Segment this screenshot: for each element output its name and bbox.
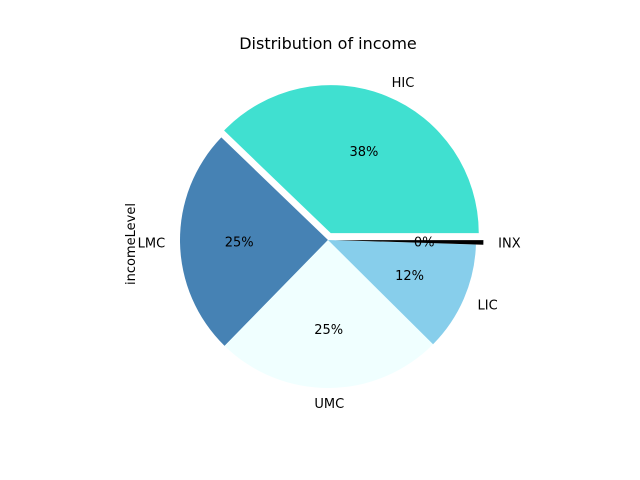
pie-slice-lic xyxy=(328,240,476,345)
pie-slices xyxy=(179,85,484,388)
slice-label-lic: LIC xyxy=(478,298,498,313)
slice-percent-inx: 0% xyxy=(414,236,435,251)
pie-slice-inx xyxy=(335,240,484,245)
slice-percent-lmc: 25% xyxy=(225,235,254,250)
y-axis-label: incomeLevel xyxy=(124,203,139,285)
pie-slice-umc xyxy=(224,240,434,388)
pie-slice-lmc xyxy=(179,137,328,346)
slice-percent-lic: 12% xyxy=(395,269,424,284)
slice-label-lmc: LMC xyxy=(138,237,166,252)
chart-title: Distribution of income xyxy=(239,34,417,53)
pie-slice-hic xyxy=(224,85,479,234)
slice-percent-umc: 25% xyxy=(314,323,343,338)
slice-label-umc: UMC xyxy=(314,397,344,412)
slice-label-inx: INX xyxy=(498,237,521,252)
slice-percent-hic: 38% xyxy=(349,145,378,160)
slice-label-hic: HIC xyxy=(392,76,415,91)
pie-labels: HIC 38% LMC 25% UMC 25% LIC 12% INX 0% xyxy=(138,76,521,412)
